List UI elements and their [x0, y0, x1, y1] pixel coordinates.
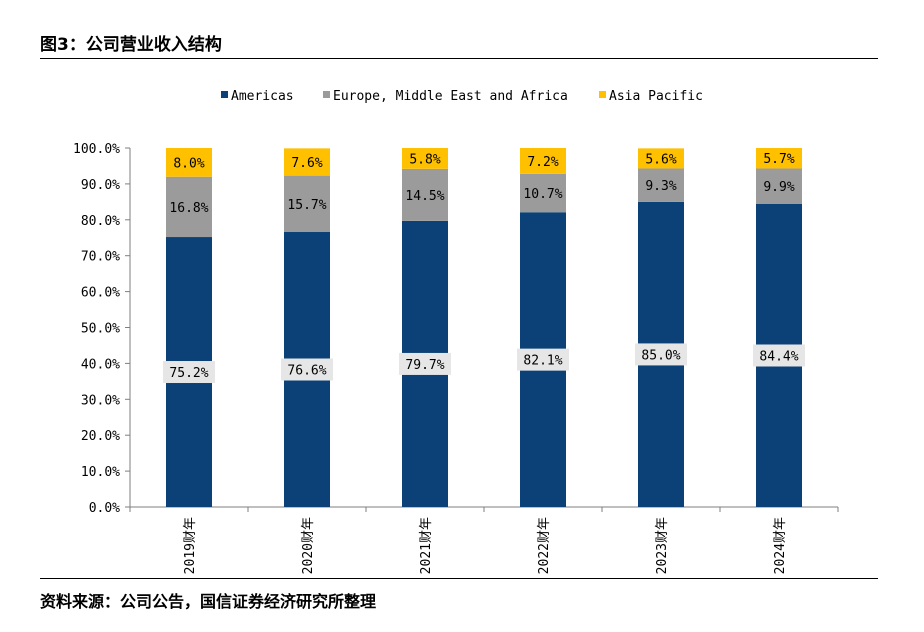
data-label-box [163, 361, 215, 384]
y-tick-label: 0.0% [89, 501, 120, 516]
data-label: 76.6% [287, 364, 326, 379]
data-label-box [635, 343, 687, 366]
bar-segment [756, 168, 802, 205]
data-label: 79.7% [405, 358, 444, 373]
title-rule [40, 58, 878, 59]
x-tick-label: 2022财年 [537, 517, 552, 574]
data-label: 9.9% [763, 180, 794, 195]
data-label: 14.5% [405, 189, 444, 204]
data-label: 16.8% [169, 201, 208, 216]
bar-segment [402, 168, 448, 221]
data-label: 7.6% [291, 156, 322, 171]
data-label-box [399, 352, 451, 375]
data-label: 5.7% [763, 152, 794, 167]
bar-segment [520, 173, 566, 213]
data-label: 85.0% [641, 348, 680, 363]
data-label: 7.2% [527, 155, 558, 170]
legend-swatch [221, 91, 228, 98]
data-label-box [753, 344, 805, 367]
data-label-box [281, 358, 333, 381]
bar-segment [284, 175, 330, 233]
y-tick-label: 100.0% [73, 142, 120, 157]
bar-segment [166, 148, 212, 177]
y-tick-label: 10.0% [81, 465, 120, 480]
figure-title: 图3：公司营业收入结构 [40, 35, 222, 55]
data-label: 10.7% [523, 187, 562, 202]
bar-segment [284, 148, 330, 176]
y-tick-label: 40.0% [81, 357, 120, 372]
y-tick-label: 80.0% [81, 214, 120, 229]
bar-segment [638, 168, 684, 202]
data-label-box [517, 348, 569, 371]
bar-segment [638, 148, 684, 169]
bar-segment [402, 148, 448, 169]
data-label: 5.8% [409, 152, 440, 167]
bar-segment [756, 148, 802, 169]
y-tick-label: 70.0% [81, 250, 120, 265]
legend-label: Asia Pacific [609, 89, 703, 104]
x-tick-label: 2020财年 [301, 517, 316, 574]
legend-swatch [599, 91, 606, 98]
figure-source: 资料来源：公司公告，国信证券经济研究所整理 [40, 592, 377, 611]
x-tick-label: 2024财年 [773, 517, 788, 574]
bar-segment [520, 148, 566, 174]
revenue-structure-chart: Americas Europe, Middle East and Africa As… [73, 89, 839, 574]
data-label: 82.1% [523, 354, 562, 369]
data-label: 8.0% [173, 156, 204, 171]
x-tick-label: 2023财年 [655, 517, 670, 574]
x-tick-label: 2019财年 [183, 517, 198, 574]
y-tick-label: 20.0% [81, 429, 120, 444]
data-label: 9.3% [645, 179, 676, 194]
source-rule [40, 578, 878, 579]
legend-swatch [323, 91, 330, 98]
y-tick-label: 60.0% [81, 286, 120, 301]
legend-label: Americas [231, 89, 294, 104]
data-label: 15.7% [287, 198, 326, 213]
bar-segment [166, 176, 212, 238]
legend-label: Europe, Middle East and Africa [333, 89, 568, 104]
y-tick-label: 90.0% [81, 178, 120, 193]
y-tick-label: 50.0% [81, 322, 120, 337]
data-label: 5.6% [645, 152, 676, 167]
y-tick-label: 30.0% [81, 393, 120, 408]
data-label: 84.4% [759, 350, 798, 365]
x-tick-label: 2021财年 [419, 517, 434, 574]
data-label: 75.2% [169, 366, 208, 381]
